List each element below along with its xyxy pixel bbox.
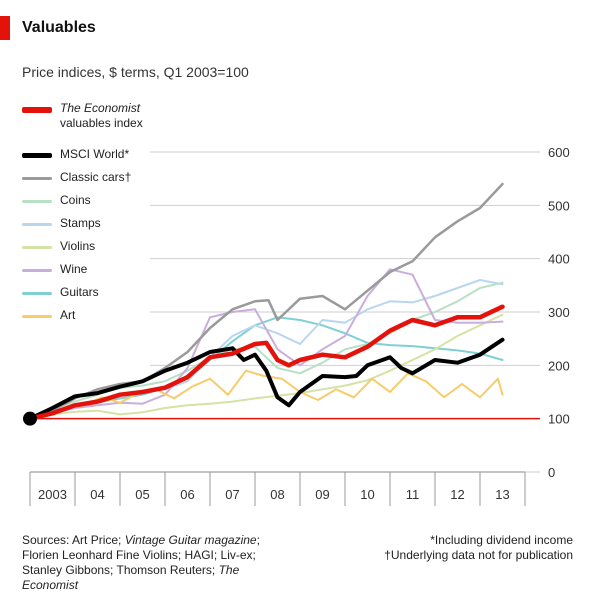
x-tick-label-10: 10 [360,487,374,502]
y-tick-label-100: 100 [548,412,570,427]
x-tick-label-09: 09 [315,487,329,502]
sources-prefix: Sources: Art Price; [22,533,122,547]
brand-tab [0,16,10,40]
series-line-violins [29,313,504,420]
legend-swatch-wine [22,269,52,272]
legend-swatch-violins [22,246,52,249]
legend-label-economist-name: The Economist [60,101,141,115]
x-tick-label-08: 08 [270,487,284,502]
series-line-msci [28,337,505,421]
legend-item-stamps: Stamps [22,216,172,239]
legend-item-coins: Coins [22,193,172,216]
x-tick-label-11: 11 [406,487,420,502]
start-point-marker [23,411,37,426]
legend-label-coins: Coins [60,193,91,207]
x-tick-label-05: 05 [135,487,149,502]
legend-label-msci: MSCI World* [60,147,130,161]
legend-item-classic-cars: Classic cars† [22,170,172,193]
sources-economist: The Economist [22,563,240,592]
legend-swatch-economist [22,107,52,113]
sources-note: Sources: Art Price; Vintage Guitar magaz… [22,533,282,593]
legend-swatch-classic-cars [22,177,52,180]
y-tick-label-500: 500 [548,198,570,213]
legend-label-guitars: Guitars [60,285,99,299]
x-tick-label-07: 07 [225,487,239,502]
y-tick-label-300: 300 [548,305,570,320]
footnote-dividend: *Including dividend income [430,533,573,547]
x-tick-label-2003: 2003 [38,487,67,502]
legend-swatch-coins [22,200,52,203]
series-line-wine [29,268,504,420]
legend-item-wine: Wine [22,262,172,285]
legend-label-art: Art [60,308,76,322]
legend-item-violins: Violins [22,239,172,262]
chart-title: Valuables [22,19,96,36]
sources-vintage-guitar: Vintage Guitar magazine [124,533,257,547]
series-line-art [29,369,504,420]
y-tick-label-0: 0 [548,465,555,480]
legend-label-economist-index: valuables index [60,116,143,130]
legend-label-wine: Wine [60,262,88,276]
legend-swatch-stamps [22,223,52,226]
sources-middle: ; Florien Leonhard Fine Violins; HAGI; L… [22,533,260,577]
footnotes: *Including dividend income †Underlying d… [384,533,573,563]
legend-label-classic-cars: Classic cars† [60,170,132,184]
y-tick-label-200: 200 [548,358,570,373]
x-tick-label-06: 06 [180,487,194,502]
legend-swatch-art [22,315,52,318]
series-line-classic_cars [28,182,504,420]
y-tick-label-600: 600 [548,145,570,160]
x-tick-label-13: 13 [495,487,509,502]
x-tick-label-04: 04 [90,487,104,502]
chart-subtitle: Price indices, $ terms, Q1 2003=100 [22,64,249,80]
legend-item-economist: The Economist valuables index [22,101,172,147]
legend-item-msci: MSCI World* [22,147,172,170]
legend-swatch-guitars [22,292,52,295]
legend-item-guitars: Guitars [22,285,172,308]
series-line-guitars [29,316,504,420]
legend: The Economist valuables index MSCI World*… [22,101,172,331]
legend-label-violins: Violins [60,239,96,253]
legend-label-stamps: Stamps [60,216,101,230]
series-line-economist [27,304,505,421]
x-tick-label-12: 12 [450,487,464,502]
legend-item-art: Art [22,308,172,331]
footnote-cars: †Underlying data not for publication [384,548,573,562]
legend-swatch-msci [22,153,52,158]
y-tick-label-400: 400 [548,252,570,267]
